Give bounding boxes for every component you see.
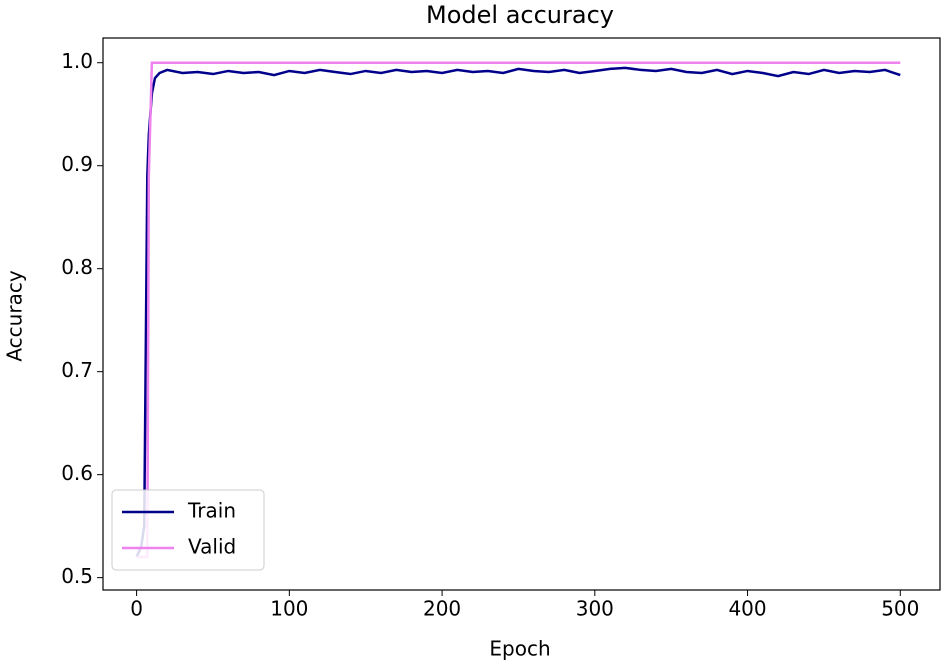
x-tick-label: 400 [728,597,766,621]
legend-label: Train [187,499,236,523]
y-axis-label: Accuracy [3,270,27,361]
x-tick-label: 500 [881,597,919,621]
y-tick-label: 0.9 [61,152,93,176]
chart-title: Model accuracy [426,1,614,29]
y-tick-label: 0.8 [61,255,93,279]
x-tick-label: 300 [576,597,614,621]
legend-box [111,489,265,571]
x-tick-label: 0 [130,597,143,621]
legend-label: Valid [188,535,236,559]
x-tick-label: 100 [270,597,308,621]
y-tick-label: 1.0 [61,49,93,73]
series-line [135,66,901,558]
plot-frame [102,37,941,591]
x-tick-label: 200 [423,597,461,621]
y-tick-label: 0.7 [61,358,93,382]
series-line [136,61,901,559]
y-tick-label: 0.6 [61,461,93,485]
y-tick-label: 0.5 [61,564,93,588]
x-axis-label: Epoch [489,637,550,661]
